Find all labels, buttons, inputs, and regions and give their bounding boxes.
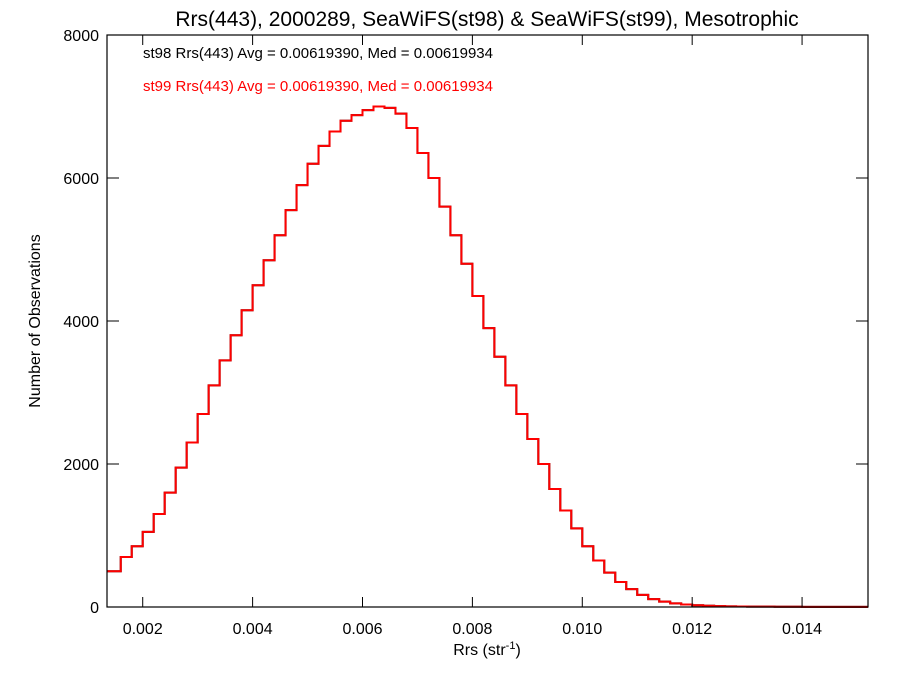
y-tick-label: 6000 bbox=[63, 171, 99, 188]
y-tick-label: 2000 bbox=[63, 457, 99, 474]
x-tick-label: 0.014 bbox=[782, 621, 822, 638]
annotation-st99: st99 Rrs(443) Avg = 0.00619390, Med = 0.… bbox=[143, 78, 493, 95]
chart-title: Rrs(443), 2000289, SeaWiFS(st98) & SeaWi… bbox=[175, 8, 798, 31]
y-axis: 0 2000 4000 6000 8000 bbox=[63, 28, 868, 617]
x-axis-label: Rrs (str-1) bbox=[453, 640, 521, 659]
x-axis-label-main: Rrs (str bbox=[453, 642, 506, 659]
y-tick-label: 4000 bbox=[63, 314, 99, 331]
y-tick-label: 0 bbox=[90, 600, 99, 617]
x-tick-label: 0.002 bbox=[123, 621, 163, 638]
x-axis-label-suffix: ) bbox=[515, 642, 520, 659]
y-tick-label: 8000 bbox=[63, 28, 99, 45]
x-tick-label: 0.008 bbox=[452, 621, 492, 638]
y-axis-label: Number of Observations bbox=[27, 234, 44, 407]
series-layer bbox=[107, 105, 868, 608]
x-axis: 0.002 0.004 0.006 0.008 0.010 0.012 0.014 bbox=[123, 35, 822, 638]
x-axis-label-superscript: -1 bbox=[506, 640, 516, 652]
series-line-1 bbox=[107, 105, 868, 608]
x-tick-label: 0.012 bbox=[672, 621, 712, 638]
x-tick-label: 0.006 bbox=[342, 621, 382, 638]
x-tick-label: 0.004 bbox=[233, 621, 273, 638]
x-tick-label: 0.010 bbox=[562, 621, 602, 638]
annotation-st98: st98 Rrs(443) Avg = 0.00619390, Med = 0.… bbox=[143, 45, 493, 62]
